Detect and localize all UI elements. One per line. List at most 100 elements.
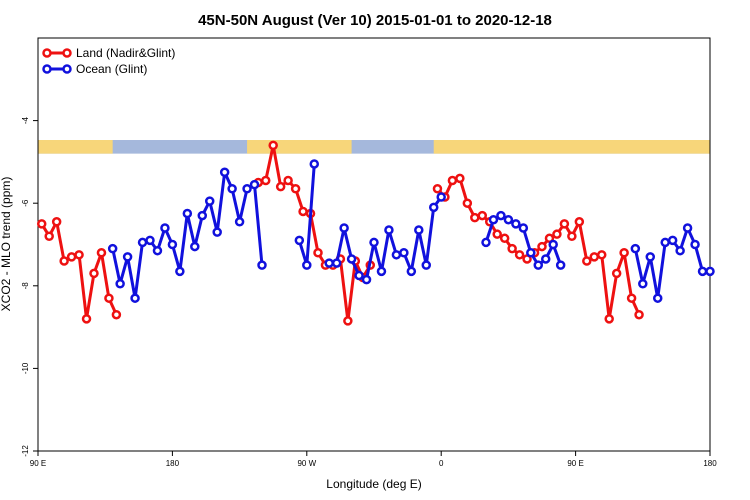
data-point [462, 198, 473, 208]
x-tick-label: 90 W [297, 459, 316, 468]
data-point [481, 237, 491, 248]
data-point [630, 243, 641, 254]
data-point [596, 250, 607, 260]
data-point [160, 223, 170, 233]
data-point [59, 256, 69, 266]
data-point [96, 248, 107, 258]
y-tick-label: -10 [21, 362, 30, 374]
data-point [167, 239, 178, 250]
data-point [268, 140, 278, 151]
data-point [574, 217, 585, 227]
data-point [44, 231, 54, 241]
x-axis-label: Longitude (deg E) [326, 477, 421, 491]
data-point [234, 217, 245, 227]
data-point [697, 266, 708, 277]
data-point [470, 212, 480, 223]
series-line [257, 143, 372, 323]
data-point [414, 225, 424, 235]
data-point [384, 225, 394, 235]
data-point [145, 235, 155, 246]
data-point [507, 243, 517, 254]
x-tick-label: 90 E [30, 459, 46, 468]
data-point [66, 252, 77, 262]
data-point [175, 266, 185, 277]
series-line [436, 176, 596, 263]
data-point [115, 278, 125, 289]
data-point [589, 252, 600, 262]
data-point [81, 314, 92, 324]
data-point [552, 229, 562, 239]
legend-marker [42, 64, 52, 74]
data-point [638, 278, 648, 289]
data-point [227, 183, 237, 194]
data-point [559, 219, 570, 229]
plot-axes: -12 -10 -8 -6 -4 90 E 180 90 W 0 90 E 180 [21, 37, 717, 468]
data-point [219, 167, 230, 177]
legend-label: Ocean (Glint) [76, 62, 147, 76]
data-point [537, 241, 547, 252]
legend-marker [62, 64, 72, 74]
data-point [361, 274, 372, 285]
data-point [518, 223, 529, 233]
data-point [619, 248, 629, 258]
x-tick-label: 180 [166, 459, 180, 468]
series-line [600, 251, 641, 321]
data-point [324, 258, 334, 268]
data-point [626, 293, 637, 303]
data-series [36, 140, 715, 326]
data-point [499, 233, 510, 244]
data-point [309, 159, 320, 169]
data-point [526, 248, 536, 258]
data-point [313, 248, 323, 258]
surface-strip [38, 140, 710, 154]
data-point [212, 227, 222, 237]
data-point [660, 237, 670, 248]
data-point [89, 268, 99, 279]
data-point [436, 192, 446, 202]
data-point [447, 175, 458, 186]
data-point [137, 237, 148, 248]
data-point [555, 260, 566, 270]
data-point [36, 219, 47, 229]
data-point [582, 256, 592, 266]
data-point [634, 309, 644, 320]
data-point [74, 250, 84, 260]
land-strip [38, 140, 113, 154]
data-point [514, 250, 525, 260]
data-point [111, 309, 122, 320]
data-point [257, 260, 267, 270]
x-tick-label: 90 E [567, 459, 583, 468]
legend: Land (Nadir&Glint) Ocean (Glint) [42, 46, 175, 76]
data-point [331, 258, 342, 268]
data-point [604, 314, 614, 324]
data-point [391, 250, 402, 260]
data-point [399, 248, 409, 258]
chart-title: 45N-50N August (Ver 10) 2015-01-01 to 20… [198, 12, 552, 29]
data-point [249, 179, 260, 190]
data-point [260, 175, 271, 186]
data-point [421, 260, 432, 270]
data-point [107, 243, 118, 254]
data-point [611, 268, 622, 279]
data-point [705, 266, 715, 277]
data-point [354, 270, 364, 281]
data-point [567, 231, 577, 241]
legend-marker [62, 48, 72, 58]
land-strip [433, 140, 710, 154]
y-axis-label: XCO2 - MLO trend (ppm) [0, 177, 13, 312]
data-point [242, 183, 252, 194]
data-point [346, 254, 357, 264]
data-point [298, 206, 308, 217]
series-line [329, 196, 443, 282]
data-point [488, 214, 499, 225]
data-point [343, 316, 353, 326]
data-point [283, 175, 293, 186]
legend-marker [42, 48, 52, 58]
y-tick-label: -8 [21, 282, 30, 290]
data-point [428, 202, 439, 213]
data-point [104, 293, 114, 303]
data-point [652, 293, 663, 303]
y-tick-label: -12 [21, 445, 30, 457]
data-point [290, 183, 301, 194]
